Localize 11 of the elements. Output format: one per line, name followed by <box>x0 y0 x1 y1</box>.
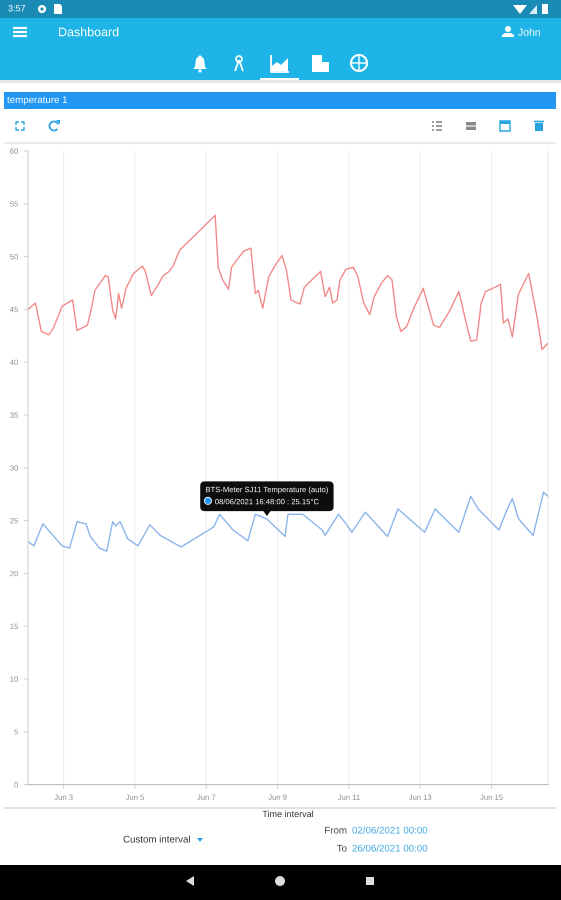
text: 3:57 <box>8 5 26 12</box>
text: 26/06/2021 00:00 <box>352 844 428 852</box>
text: John <box>518 28 540 36</box>
text: 02/06/2021 00:00 <box>352 826 428 834</box>
text: To <box>336 844 347 852</box>
text: From <box>325 826 346 834</box>
x-axis-title: Time interval <box>262 810 314 818</box>
text: Custom interval <box>123 835 190 843</box>
chart-title: temperature 1 <box>7 96 68 106</box>
text: Dashboard <box>59 27 118 36</box>
line-series <box>28 214 548 350</box>
